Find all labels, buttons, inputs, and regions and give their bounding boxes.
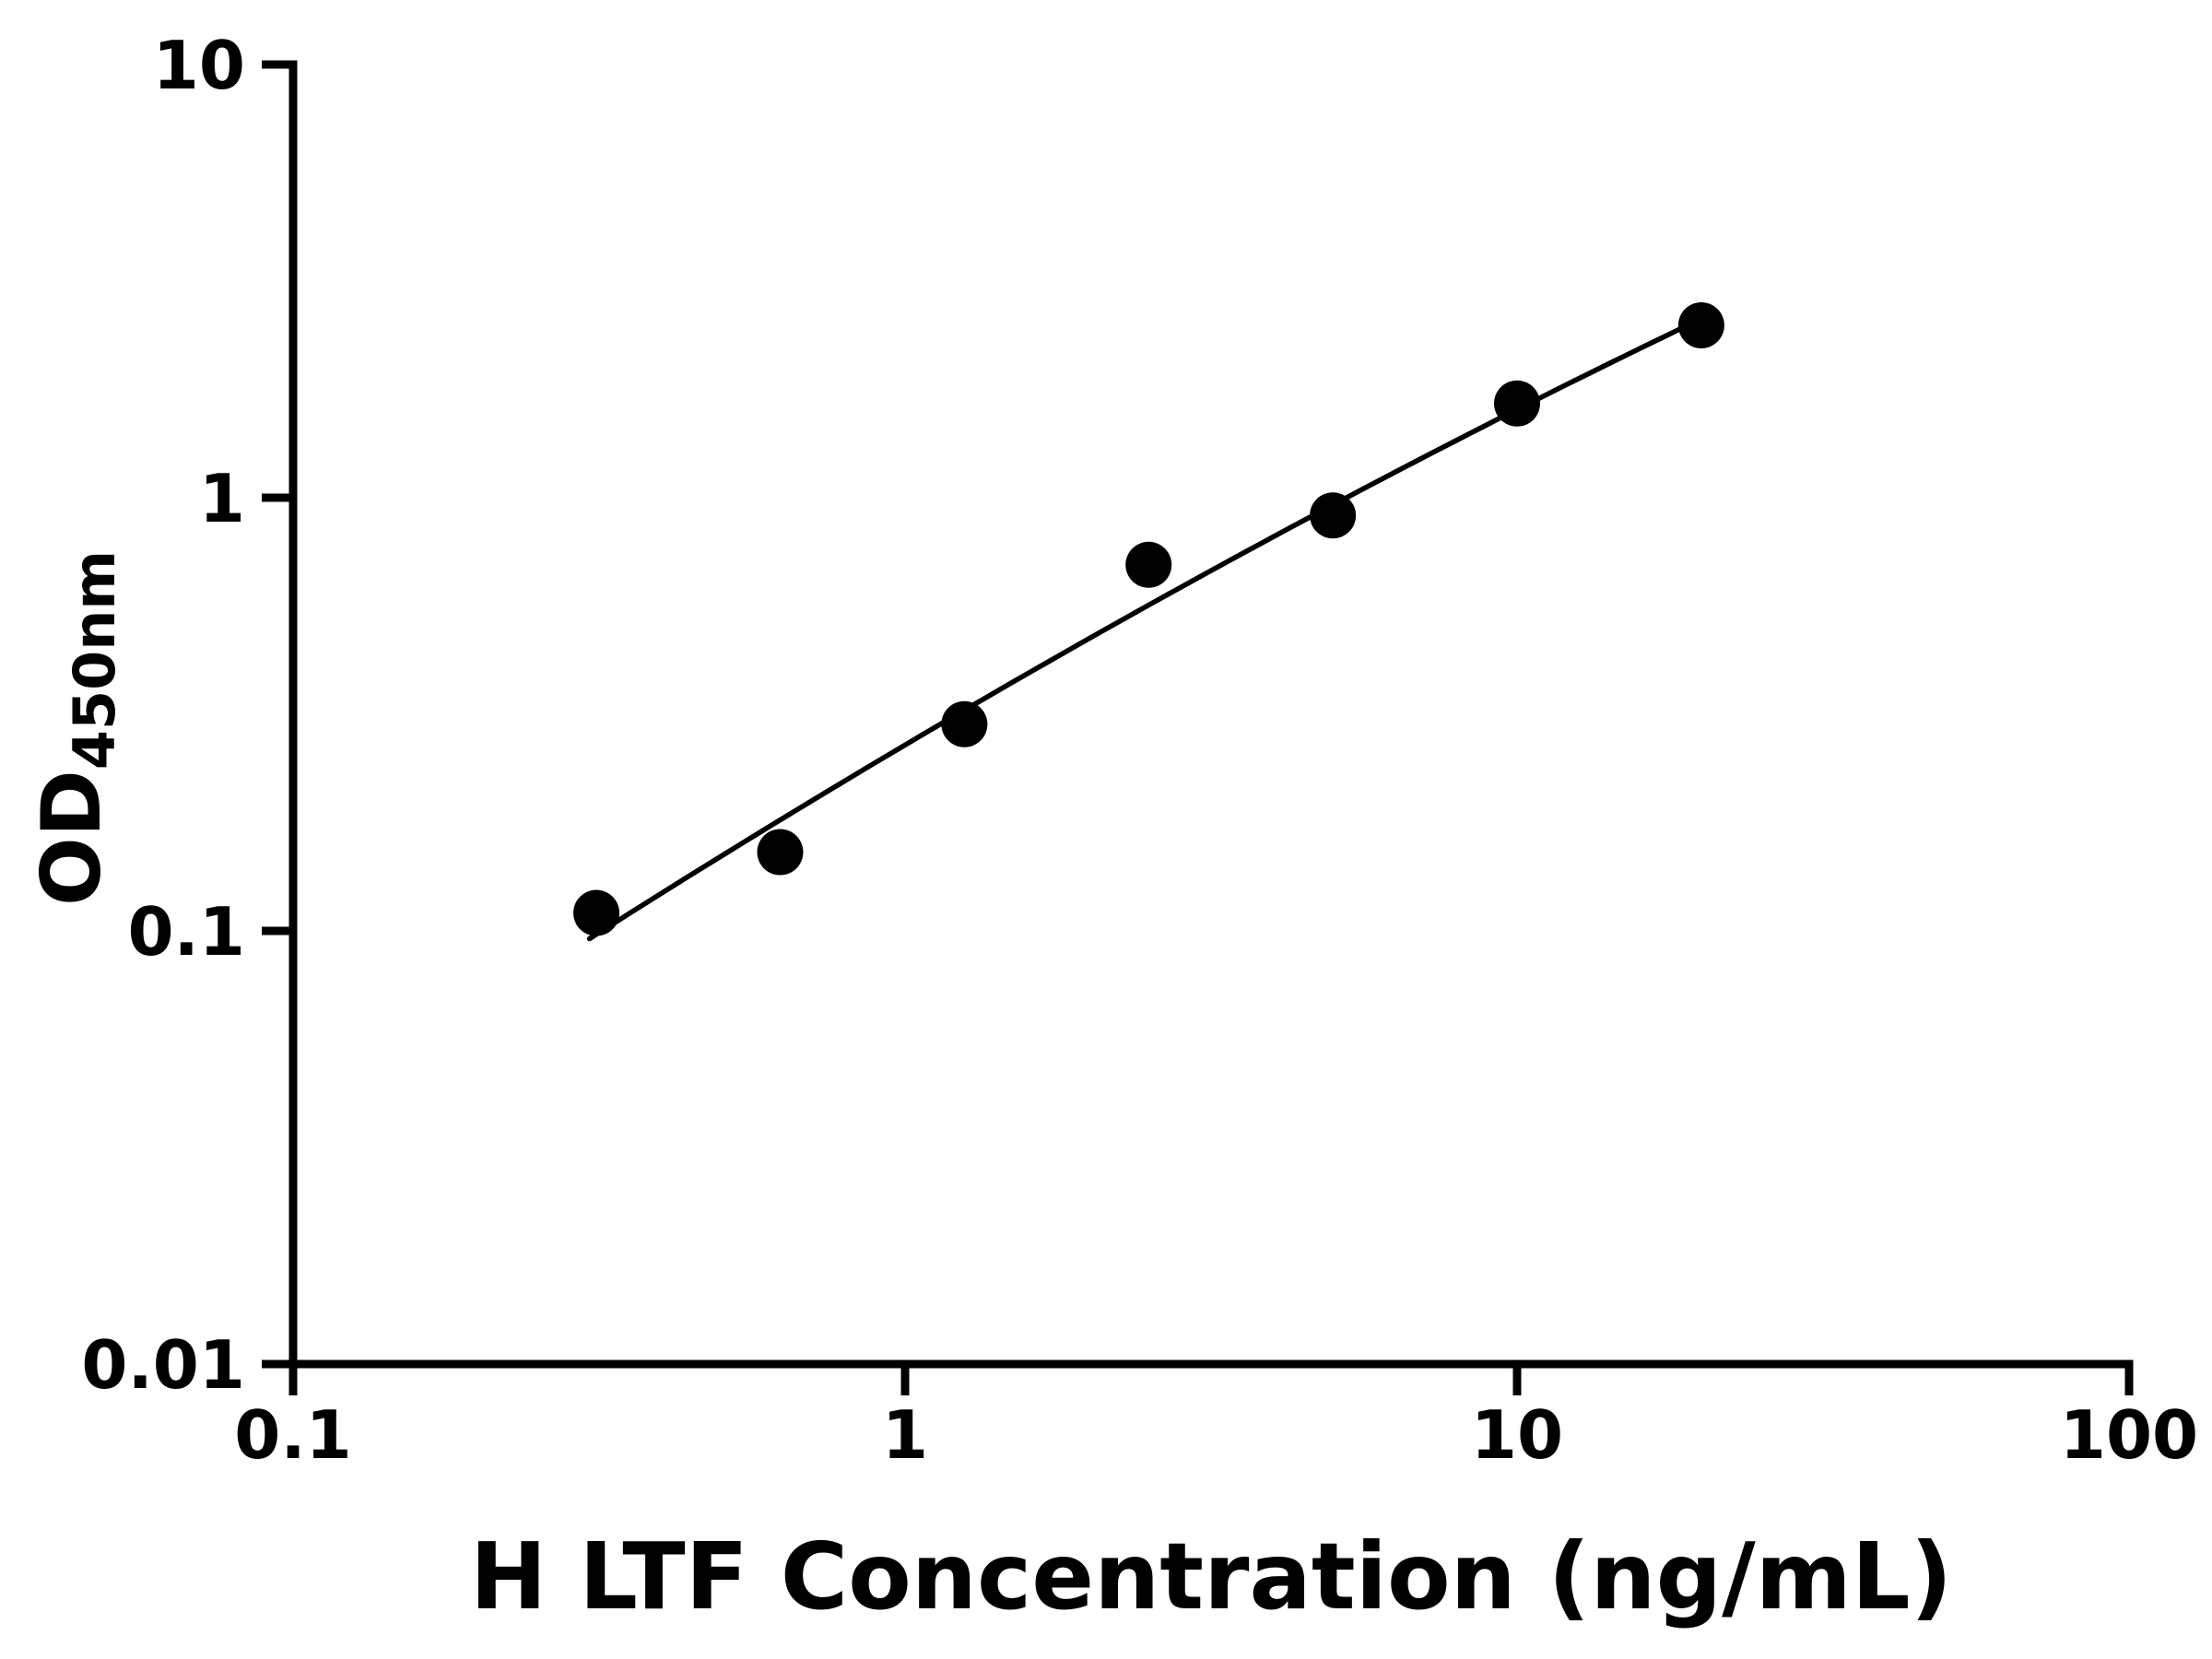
x-axis-title: H LTF Concentration (ng/mL) xyxy=(470,1523,1953,1630)
y-axis-tick-label: 10 xyxy=(153,27,245,104)
x-axis-tick-label: 0.1 xyxy=(234,1396,352,1474)
y-axis-tick-label: 0.01 xyxy=(81,1326,245,1404)
data-point-marker xyxy=(1494,380,1540,427)
x-axis-tick-label: 10 xyxy=(1471,1396,1563,1474)
data-point-marker xyxy=(1310,492,1357,539)
y-axis-title-main: OD xyxy=(24,770,119,906)
x-axis-tick-label: 100 xyxy=(2060,1396,2198,1474)
y-axis-tick-label: 0.1 xyxy=(127,893,245,971)
data-point-marker xyxy=(1125,541,1172,588)
data-point-marker xyxy=(757,829,804,876)
y-axis-tick-label: 1 xyxy=(199,460,245,537)
y-axis-title-subscript: 450nm xyxy=(61,550,128,770)
data-point-marker xyxy=(573,889,620,936)
data-point-marker xyxy=(941,700,988,747)
x-axis-tick-label: 1 xyxy=(882,1396,928,1474)
y-axis-title: OD450nm xyxy=(24,550,128,906)
data-point-marker xyxy=(1677,301,1724,348)
